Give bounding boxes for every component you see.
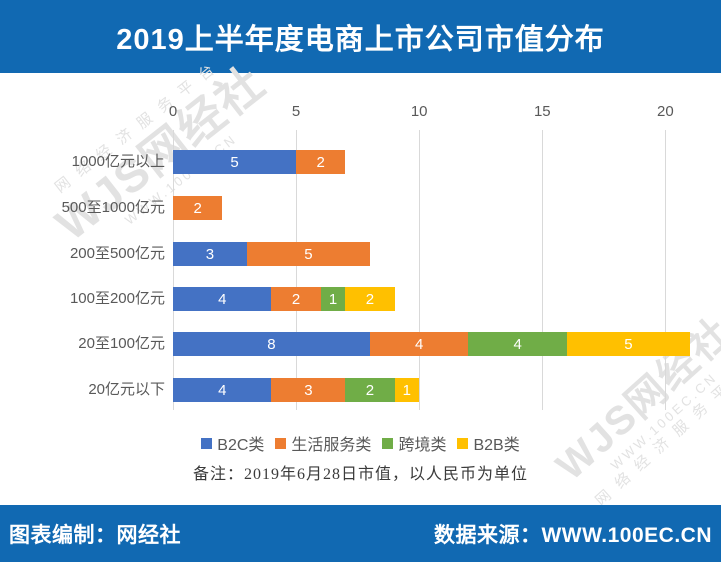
gridline	[419, 130, 421, 410]
bar-segment: 2	[271, 287, 321, 311]
gridline	[542, 130, 544, 410]
x-tick-label: 15	[533, 103, 551, 120]
category-label: 500至1000亿元	[61, 199, 165, 216]
bar-row: 1000亿元以上 5 2	[0, 150, 690, 174]
footer-credit: 图表编制：网经社	[9, 523, 181, 547]
bar-segment: 2	[345, 287, 395, 311]
legend-label: 跨境类	[398, 437, 447, 454]
bar-segment: 1	[394, 378, 420, 402]
legend-label: 生活服务类	[291, 437, 372, 454]
bar-row: 20至100亿元 8 4 4 5	[0, 332, 690, 356]
gridline	[173, 130, 174, 410]
category-label: 1000亿元以上	[71, 153, 165, 170]
gridline	[665, 130, 667, 410]
bar-row: 20亿元以下 4 3 2 1	[0, 378, 690, 402]
bar-segment: 5	[246, 242, 370, 266]
bar-segment: 4	[173, 378, 272, 402]
x-tick-label: 10	[410, 103, 428, 120]
x-tick-label: 20	[657, 103, 674, 120]
legend-item: 跨境类	[382, 431, 446, 455]
x-tick-label: 0	[168, 103, 178, 120]
bar-row: 100至200亿元 4 2 1 2	[0, 287, 690, 311]
legend-swatch-icon	[457, 437, 469, 449]
legend: B2C类 生活服务类 跨境类 B2B类	[0, 431, 721, 455]
bar-segment: 5	[173, 150, 297, 174]
bar-segment: 5	[566, 332, 690, 356]
legend-swatch-icon	[201, 437, 213, 449]
legend-item: B2C类	[201, 431, 264, 455]
category-label: 20亿元以下	[88, 381, 165, 398]
legend-item: 生活服务类	[275, 431, 371, 455]
footer-banner: 图表编制：网经社 数据来源：WWW.100EC.CN	[0, 505, 721, 562]
chart-note: 备注：2019年6月28日市值，以人民币为单位	[192, 466, 528, 483]
category-label: 100至200亿元	[69, 290, 165, 307]
bar-segment: 4	[369, 332, 469, 356]
bar-segment: 3	[173, 242, 247, 266]
legend-swatch-icon	[275, 437, 287, 449]
bar-segment: 4	[468, 332, 567, 356]
footer-source: 数据来源：WWW.100EC.CN	[433, 523, 712, 547]
watermark-bottom-right: WJS网经社 WWW.100EC.CN 网络经济服务平台	[517, 282, 721, 541]
x-tick-label: 5	[291, 103, 301, 120]
legend-item: B2B类	[457, 431, 520, 455]
bar-row: 200至500亿元 3 5	[0, 242, 690, 266]
bar-segment: 8	[173, 332, 370, 356]
category-label: 200至500亿元	[69, 245, 165, 262]
legend-label: B2B类	[473, 437, 520, 454]
bar-row: 500至1000亿元 2	[0, 196, 690, 220]
bar-segment: 2	[173, 196, 223, 220]
bar-segment: 1	[320, 287, 346, 311]
gridline	[296, 130, 298, 410]
bar-segment: 4	[173, 287, 272, 311]
bar-segment: 2	[345, 378, 395, 402]
legend-label: B2C类	[217, 437, 265, 454]
header-banner: 2019上半年度电商上市公司市值分布	[0, 0, 721, 73]
bar-segment: 3	[271, 378, 346, 402]
category-label: 20至100亿元	[78, 335, 165, 352]
bar-segment: 2	[296, 150, 346, 174]
page-title: 2019上半年度电商上市公司市值分布	[116, 23, 605, 56]
legend-swatch-icon	[382, 437, 394, 449]
